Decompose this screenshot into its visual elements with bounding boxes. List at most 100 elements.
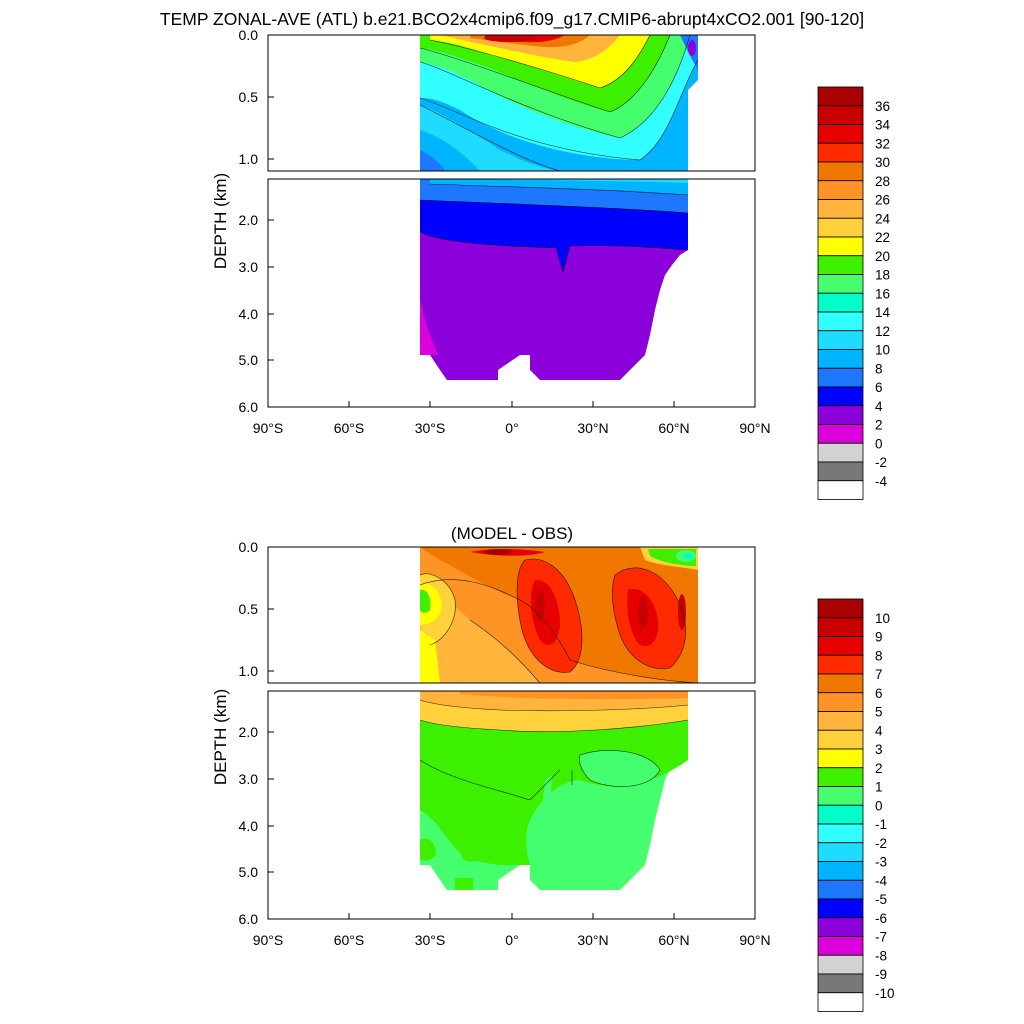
- upper-ocean-field: [419, 35, 699, 171]
- x-tick-labels: 90°S 60°S 30°S 0° 30°N 60°N 90°N: [253, 420, 771, 436]
- colorbar-label: 6: [875, 380, 883, 395]
- colorbar-label: 16: [875, 286, 890, 301]
- x-tick-label: 60°N: [658, 932, 689, 948]
- colorbar-label: 12: [875, 324, 890, 339]
- colorbar-swatch: [817, 879, 864, 900]
- colorbar-swatch: [817, 936, 864, 956]
- y-axis-label: DEPTH (km): [211, 689, 230, 785]
- colorbar-swatch: [817, 823, 864, 844]
- colorbar-label: -3: [875, 855, 887, 870]
- colorbar-swatch: [817, 349, 864, 369]
- colorbar-swatch: [817, 367, 864, 388]
- colorbar-label: 24: [875, 211, 891, 226]
- colorbar-swatch: [817, 973, 864, 994]
- y-tick-labels: 0.0 0.5 1.0 2.0 3.0 4.0 5.0 6.0: [239, 27, 259, 415]
- colorbar-label: 30: [875, 155, 890, 170]
- colorbar-label: 36: [875, 99, 890, 114]
- colorbar-swatch: [817, 386, 864, 407]
- colorbar-swatch: [817, 217, 864, 238]
- x-tick-labels: 90°S 60°S 30°S 0° 30°N 60°N 90°N: [253, 932, 771, 948]
- colorbar-label: -4: [875, 873, 887, 888]
- upper-ocean-field: [419, 547, 699, 683]
- y-tick-label: 0.0: [239, 27, 259, 43]
- axis-ticks: [267, 546, 756, 920]
- colorbar-label: -4: [875, 474, 887, 489]
- y-tick-label: 2.0: [239, 212, 259, 228]
- x-tick-label: 60°S: [334, 932, 365, 948]
- x-tick-label: 30°S: [415, 932, 446, 948]
- panel-model-minus-obs: (MODEL - OBS): [211, 524, 895, 1012]
- colorbar-swatch: [817, 199, 864, 219]
- colorbar-swatch: [817, 729, 864, 750]
- colorbar-swatch: [817, 124, 864, 144]
- colorbar-swatch: [817, 861, 864, 881]
- colorbar-swatch: [817, 405, 864, 425]
- x-tick-label: 0°: [505, 932, 518, 948]
- colorbar-label: 8: [875, 361, 883, 376]
- colorbar-swatch: [817, 330, 864, 350]
- colorbar-label: 2: [875, 418, 883, 433]
- colorbar-label: -9: [875, 967, 887, 982]
- x-tick-label: 30°N: [577, 420, 608, 436]
- colorbar-label: -6: [875, 911, 887, 926]
- colorbar-swatch: [817, 598, 864, 619]
- colorbar-label: 18: [875, 268, 890, 283]
- colorbar-label: 4: [875, 399, 883, 414]
- y-tick-label: 4.0: [239, 306, 259, 322]
- colorbar-swatch: [817, 748, 864, 769]
- colorbar-swatch: [817, 442, 864, 463]
- colorbar-label: 9: [875, 630, 883, 645]
- colorbar-swatch: [817, 992, 864, 1012]
- y-tick-label: 6.0: [239, 911, 259, 927]
- colorbar-label: 0: [875, 436, 883, 451]
- colorbar-swatch: [817, 898, 864, 919]
- colorbar-swatch: [817, 842, 864, 862]
- colorbar-swatch: [817, 954, 864, 975]
- colorbar-label: -2: [875, 836, 887, 851]
- colorbar-swatch: [817, 255, 864, 275]
- upper-panel-frame: [267, 546, 756, 684]
- colorbar-label: 4: [875, 723, 883, 738]
- x-tick-label: 30°N: [577, 932, 608, 948]
- colorbar-label: -10: [875, 986, 895, 1001]
- colorbar-swatch: [817, 105, 864, 125]
- y-tick-label: 3.0: [239, 259, 259, 275]
- x-tick-label: 0°: [505, 420, 518, 436]
- x-tick-label: 90°S: [253, 932, 284, 948]
- x-tick-label: 90°N: [739, 932, 770, 948]
- y-tick-labels: 0.0 0.5 1.0 2.0 3.0 4.0 5.0 6.0: [239, 539, 259, 927]
- y-tick-label: 0.5: [239, 601, 259, 617]
- colorbar-label: -2: [875, 455, 887, 470]
- colorbar-label: -7: [875, 930, 887, 945]
- y-tick-label: 5.0: [239, 352, 259, 368]
- colorbar-swatch: [817, 804, 864, 825]
- colorbar-swatch: [817, 274, 864, 294]
- colorbar-label: 22: [875, 230, 890, 245]
- colorbar-swatch: [817, 767, 864, 787]
- colorbar-swatch: [817, 292, 864, 313]
- colorbar-swatch: [817, 636, 864, 656]
- colorbar-label: 14: [875, 305, 891, 320]
- panel-title: (MODEL - OBS): [451, 524, 573, 543]
- colorbar-label: 20: [875, 249, 890, 264]
- colorbar-label: 3: [875, 742, 883, 757]
- colorbar-label: 8: [875, 648, 883, 663]
- colorbar-swatch: [817, 142, 864, 163]
- colorbar-swatch: [817, 692, 864, 712]
- y-tick-label: 4.0: [239, 818, 259, 834]
- colorbar-label: 32: [875, 136, 890, 151]
- colorbar-label: 34: [875, 118, 891, 133]
- upper-panel-frame: [267, 34, 756, 172]
- colorbar-label: 2: [875, 761, 883, 776]
- colorbar-swatch: [817, 654, 864, 675]
- colorbar-swatch: [817, 480, 864, 500]
- colorbar-swatch: [817, 711, 864, 731]
- colorbar-label: 26: [875, 193, 890, 208]
- y-tick-label: 5.0: [239, 864, 259, 880]
- y-tick-label: 6.0: [239, 399, 259, 415]
- colorbar-swatch: [817, 673, 864, 694]
- figure-title: TEMP ZONAL-AVE (ATL) b.e21.BCO2x4cmip6.f…: [160, 9, 864, 30]
- y-tick-label: 2.0: [239, 724, 259, 740]
